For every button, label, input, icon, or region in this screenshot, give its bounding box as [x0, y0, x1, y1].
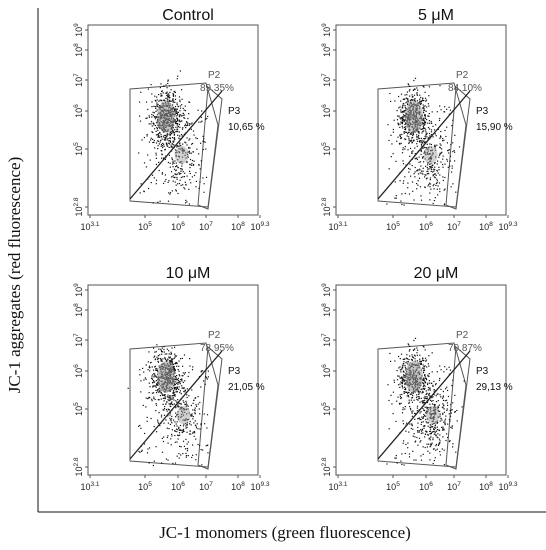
y-tick-label: 108: [73, 43, 84, 57]
x-tick-label: 108: [231, 221, 245, 232]
panel-4: 20 μM 103.1 105 106 107 108 109.3 102.8 105 106 10…: [321, 265, 518, 492]
x-tick-label: 107: [447, 481, 461, 492]
y-tick-label: 105: [321, 142, 332, 156]
panel-2: 5 μM 103.1 105 106 107 108 109.3 102.8 105 106 107…: [321, 7, 518, 232]
x-tick-label: 105: [138, 481, 152, 492]
x-tick-label: 105: [138, 221, 152, 232]
y-tick-label: 107: [321, 73, 332, 87]
x-axis-title: JC-1 monomers (green fluorescence): [159, 523, 411, 542]
x-tick-label: 103.1: [328, 481, 347, 492]
y-tick-label: 109: [73, 283, 84, 297]
panel-3: 10 μM 103.1 105 106 107 108 109.3 102.8 105 106 10…: [73, 265, 270, 492]
gate-p3-name: P3: [476, 366, 489, 377]
gate-p2-name: P2: [208, 330, 221, 341]
x-tick-label: 103.1: [80, 481, 99, 492]
y-axis-title: JC-1 aggregates (red fluorescence): [5, 157, 24, 393]
gate-p3-polygon: [445, 345, 471, 470]
density-core-upper: [405, 101, 423, 133]
gate-p3-name: P3: [228, 366, 241, 377]
density-core-lower: [176, 406, 191, 424]
plot-frame: [87, 284, 259, 476]
y-tick-label: 102.8: [321, 197, 332, 216]
panel-1: Control 103.1 105 106 107 108 109.3 102.8 105 106…: [73, 7, 270, 232]
density-core-upper: [405, 361, 423, 393]
gate-divider-line: [129, 90, 223, 200]
event-dots: [138, 70, 209, 205]
gate-p2-percent: 78.95%: [200, 343, 234, 354]
x-tick-label: 105: [386, 481, 400, 492]
y-tick-label: 108: [73, 303, 84, 317]
y-tick-label: 107: [321, 333, 332, 347]
gate-p3-percent: 15,90 %: [476, 122, 513, 133]
gate-p3-percent: 29,13 %: [476, 382, 513, 393]
x-tick-label: 103.1: [80, 221, 99, 232]
gate-p3-name: P3: [228, 106, 241, 117]
x-tick-label: 109.3: [498, 221, 517, 232]
plot-frame: [335, 284, 507, 476]
x-tick-label: 105: [386, 221, 400, 232]
x-tick-label: 106: [171, 481, 185, 492]
y-tick-label: 105: [73, 142, 84, 156]
x-tick-label: 106: [419, 481, 433, 492]
x-tick-label: 109.3: [250, 221, 269, 232]
x-tick-label: 103.1: [328, 221, 347, 232]
gate-p2-percent: 70.87%: [448, 343, 482, 354]
gate-p3-percent: 10,65 %: [228, 122, 265, 133]
y-tick-label: 105: [73, 402, 84, 416]
gate-p3-name: P3: [476, 106, 489, 117]
y-tick-label: 105: [321, 402, 332, 416]
plot-frame: [87, 24, 259, 216]
panel-title: 20 μM: [414, 265, 459, 282]
plot-frame: [335, 24, 507, 216]
gate-p3-polygon: [197, 85, 223, 210]
gate-p3-polygon: [197, 345, 223, 470]
gate-divider-line: [129, 350, 223, 460]
y-tick-label: 108: [321, 303, 332, 317]
y-tick-label: 106: [321, 104, 332, 118]
y-tick-label: 107: [73, 73, 84, 87]
density-core-upper: [157, 101, 175, 133]
x-tick-label: 108: [479, 221, 493, 232]
y-tick-label: 109: [321, 283, 332, 297]
x-tick-label: 108: [231, 481, 245, 492]
y-tick-label: 102.8: [73, 457, 84, 476]
panel-title: Control: [162, 7, 214, 24]
x-tick-label: 106: [419, 221, 433, 232]
event-dots: [386, 77, 461, 206]
event-dots: [386, 337, 465, 466]
gate-p2-percent: 84.10%: [448, 83, 482, 94]
y-tick-label: 108: [321, 43, 332, 57]
y-tick-label: 102.8: [321, 457, 332, 476]
gate-p3-percent: 21,05 %: [228, 382, 265, 393]
y-tick-label: 109: [321, 23, 332, 37]
density-core-upper: [157, 361, 175, 393]
x-tick-label: 108: [479, 481, 493, 492]
x-tick-label: 107: [199, 221, 213, 232]
x-tick-label: 107: [447, 221, 461, 232]
gate-p2-name: P2: [456, 70, 469, 81]
y-tick-label: 109: [73, 23, 84, 37]
gate-p2-name: P2: [208, 70, 221, 81]
gate-divider-line: [377, 350, 471, 460]
density-core-lower: [425, 406, 440, 424]
density-core-lower: [174, 146, 189, 164]
x-tick-label: 107: [199, 481, 213, 492]
x-tick-label: 109.3: [250, 481, 269, 492]
panels-group: Control 103.1 105 106 107 108 109.3 102.8 105 106…: [73, 7, 518, 492]
gate-p2-name: P2: [456, 330, 469, 341]
gate-divider-line: [377, 90, 471, 200]
panel-title: 5 μM: [418, 7, 454, 24]
y-tick-label: 106: [73, 364, 84, 378]
x-tick-label: 109.3: [498, 481, 517, 492]
y-tick-label: 106: [73, 104, 84, 118]
density-core-lower: [423, 146, 438, 164]
y-tick-label: 107: [73, 333, 84, 347]
gate-p2-percent: 89.35%: [200, 83, 234, 94]
y-tick-label: 106: [321, 364, 332, 378]
y-tick-label: 102.8: [73, 197, 84, 216]
panel-title: 10 μM: [166, 265, 211, 282]
x-tick-label: 106: [171, 221, 185, 232]
